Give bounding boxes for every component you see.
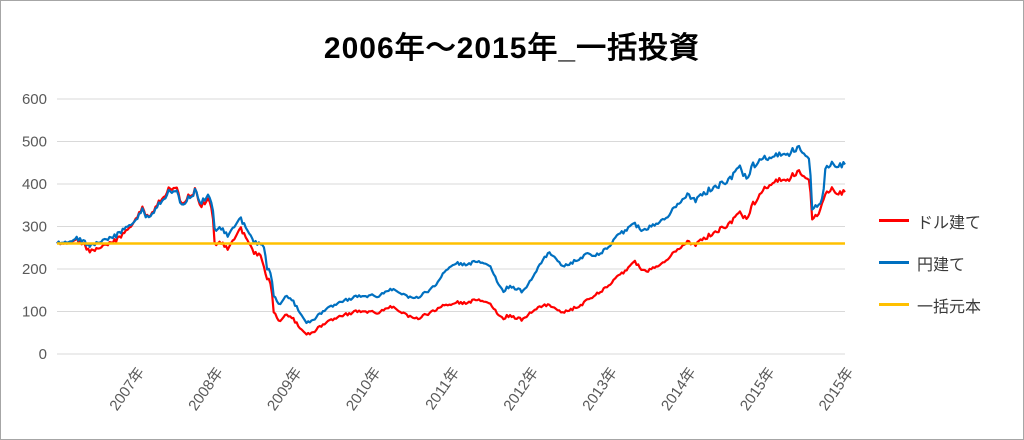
legend-line-red-icon — [879, 219, 909, 222]
y-tick-label: 200 — [22, 261, 47, 278]
legend-item-dollar: ドル建て — [879, 208, 981, 233]
legend-line-blue-icon — [879, 261, 909, 264]
y-tick-label: 500 — [22, 134, 47, 151]
x-tick-label: 2010年 — [343, 365, 385, 414]
x-tick-label: 2007年 — [106, 365, 148, 414]
y-axis-labels: 0 100 200 300 400 500 600 — [22, 91, 47, 363]
x-tick-label: 2015年 — [737, 365, 779, 414]
legend-item-yen: 円建て — [879, 250, 981, 275]
legend-item-principal: 一括元本 — [879, 292, 981, 317]
y-tick-label: 600 — [22, 91, 47, 108]
x-tick-label: 2008年 — [185, 365, 227, 414]
legend-label-dollar: ドル建て — [917, 214, 982, 232]
x-tick-label: 2011年 — [422, 365, 463, 413]
x-tick-label: 2015年 — [816, 365, 858, 414]
series-dollar — [56, 169, 846, 336]
gridlines — [57, 98, 845, 355]
x-axis-labels: 2007年 2008年 2009年 2010年 2011年 2012年 2013年 2014年… — [106, 365, 857, 414]
x-tick-label: 2014年 — [658, 365, 700, 414]
series-yen — [56, 144, 846, 325]
chart-title: 2006年～2015年_一括投資 — [323, 32, 701, 65]
y-tick-label: 400 — [22, 176, 47, 193]
legend-label-yen: 円建て — [917, 256, 966, 274]
x-tick-label: 2009年 — [264, 365, 306, 414]
legend: ドル建て 円建て 一括元本 — [879, 208, 981, 317]
y-tick-label: 100 — [22, 304, 47, 321]
legend-line-gold-icon — [879, 303, 909, 306]
x-tick-label: 2013年 — [579, 365, 621, 414]
y-tick-label: 300 — [22, 219, 47, 236]
x-tick-label: 2012年 — [500, 365, 542, 414]
y-tick-label: 0 — [39, 346, 47, 363]
legend-label-principal: 一括元本 — [917, 298, 982, 316]
